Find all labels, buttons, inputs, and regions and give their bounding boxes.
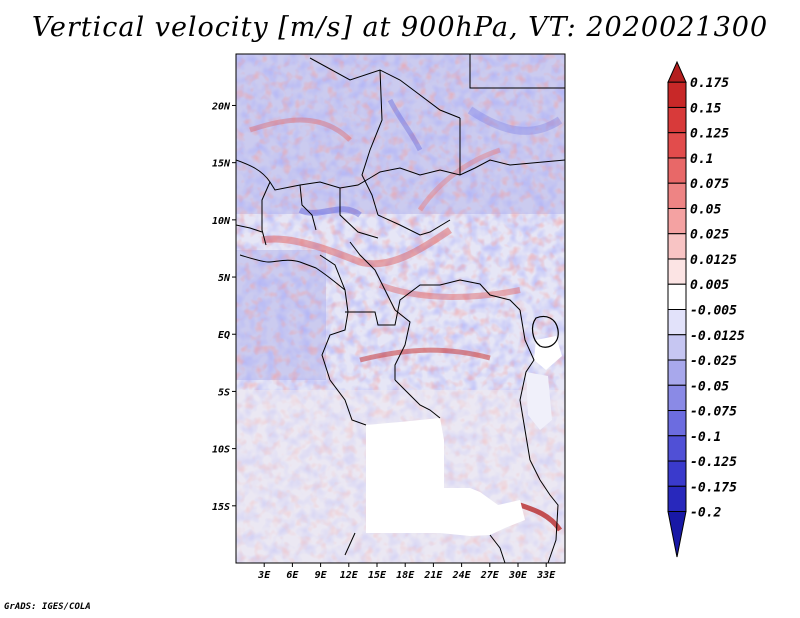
colorbar-bin bbox=[667, 157, 687, 184]
colorbar-label: 0.05 bbox=[690, 202, 721, 217]
y-tick-label: 20N bbox=[211, 101, 231, 112]
chart-title: Vertical velocity [m/s] at 900hPa, VT: 2… bbox=[31, 12, 769, 43]
colorbar-label: 0.005 bbox=[690, 278, 729, 293]
x-tick-label: 9E bbox=[315, 570, 328, 581]
colorbar-arrow-bottom bbox=[667, 511, 687, 558]
colorbar-bin bbox=[667, 334, 687, 361]
x-tick-label: 27E bbox=[480, 570, 500, 581]
lake-victoria bbox=[531, 315, 559, 348]
colorbar-label: -0.025 bbox=[690, 354, 737, 369]
colorbar-bin bbox=[667, 485, 687, 513]
x-tick-label: 24E bbox=[452, 570, 472, 581]
colorbar-label: 0.025 bbox=[690, 228, 729, 243]
x-tick-label: 15E bbox=[368, 570, 387, 581]
y-axis: 20N 15N 10N 5N EQ 5S 10S 15S bbox=[211, 101, 236, 513]
y-tick-label: 5N bbox=[218, 273, 231, 284]
colorbar-bin bbox=[667, 460, 687, 487]
colorbar-label: 0.125 bbox=[690, 127, 729, 142]
boundaries bbox=[236, 54, 565, 563]
y-tick-label: 10N bbox=[212, 216, 231, 227]
x-tick-label: 6E bbox=[286, 570, 299, 581]
colorbar-label: -0.125 bbox=[690, 455, 737, 470]
colorbar-label: 0.0125 bbox=[690, 253, 737, 268]
colorbar-label: -0.175 bbox=[690, 480, 737, 495]
x-tick-label: 30E bbox=[508, 570, 528, 581]
colorbar-label: 0.15 bbox=[690, 101, 721, 116]
colorbar-label: -0.0125 bbox=[690, 329, 745, 344]
colorbar-label: 0.075 bbox=[690, 177, 729, 192]
x-tick-label: 33E bbox=[536, 570, 556, 581]
x-tick-label: 3E bbox=[257, 570, 271, 581]
colorbar-bin bbox=[667, 309, 687, 336]
y-tick-label: 15N bbox=[212, 159, 231, 170]
field-layer bbox=[236, 54, 565, 563]
colorbar-bin bbox=[667, 81, 687, 108]
colorbar-bin bbox=[667, 384, 687, 412]
colorbar-bin bbox=[667, 207, 687, 235]
colorbar-bin bbox=[667, 258, 687, 285]
x-tick-label: 18E bbox=[396, 570, 415, 581]
y-tick-label: 5S bbox=[218, 387, 230, 398]
colorbar-bin bbox=[667, 182, 687, 209]
colorbar-bin bbox=[667, 233, 687, 260]
colorbar-bin bbox=[667, 359, 687, 386]
plot-frame bbox=[235, 53, 566, 564]
grads-credit: GrADS: IGES/COLA bbox=[4, 602, 91, 612]
colorbar-bin bbox=[667, 106, 687, 134]
colorbar-label: 0.175 bbox=[690, 76, 729, 91]
x-tick-label: 12E bbox=[340, 570, 359, 581]
y-tick-label: 10S bbox=[212, 445, 230, 456]
x-axis: 3E 6E 9E 12E 15E 18E 21E 24E 27E 30E 33E bbox=[257, 563, 556, 581]
x-tick-label: 21E bbox=[423, 570, 443, 581]
colorbar-bin bbox=[667, 410, 687, 437]
colorbar-label: -0.05 bbox=[690, 379, 729, 394]
colorbar: 0.175 0.15 0.125 0.1 0.075 0.05 0.025 0.0125 0.0… bbox=[667, 60, 745, 558]
colorbar-label: -0.075 bbox=[690, 405, 737, 420]
colorbar-bin bbox=[667, 132, 687, 159]
colorbar-bin bbox=[667, 283, 687, 311]
colorbar-label: -0.2 bbox=[690, 506, 721, 521]
y-tick-label: 15S bbox=[212, 502, 230, 513]
colorbar-label: -0.1 bbox=[690, 430, 721, 445]
colorbar-bin bbox=[667, 435, 687, 462]
colorbar-label: -0.005 bbox=[690, 304, 737, 319]
colorbar-arrow-top bbox=[667, 60, 687, 83]
colorbar-label: 0.1 bbox=[690, 152, 713, 167]
masked-plateau bbox=[366, 418, 525, 536]
y-tick-label: EQ bbox=[218, 330, 230, 341]
